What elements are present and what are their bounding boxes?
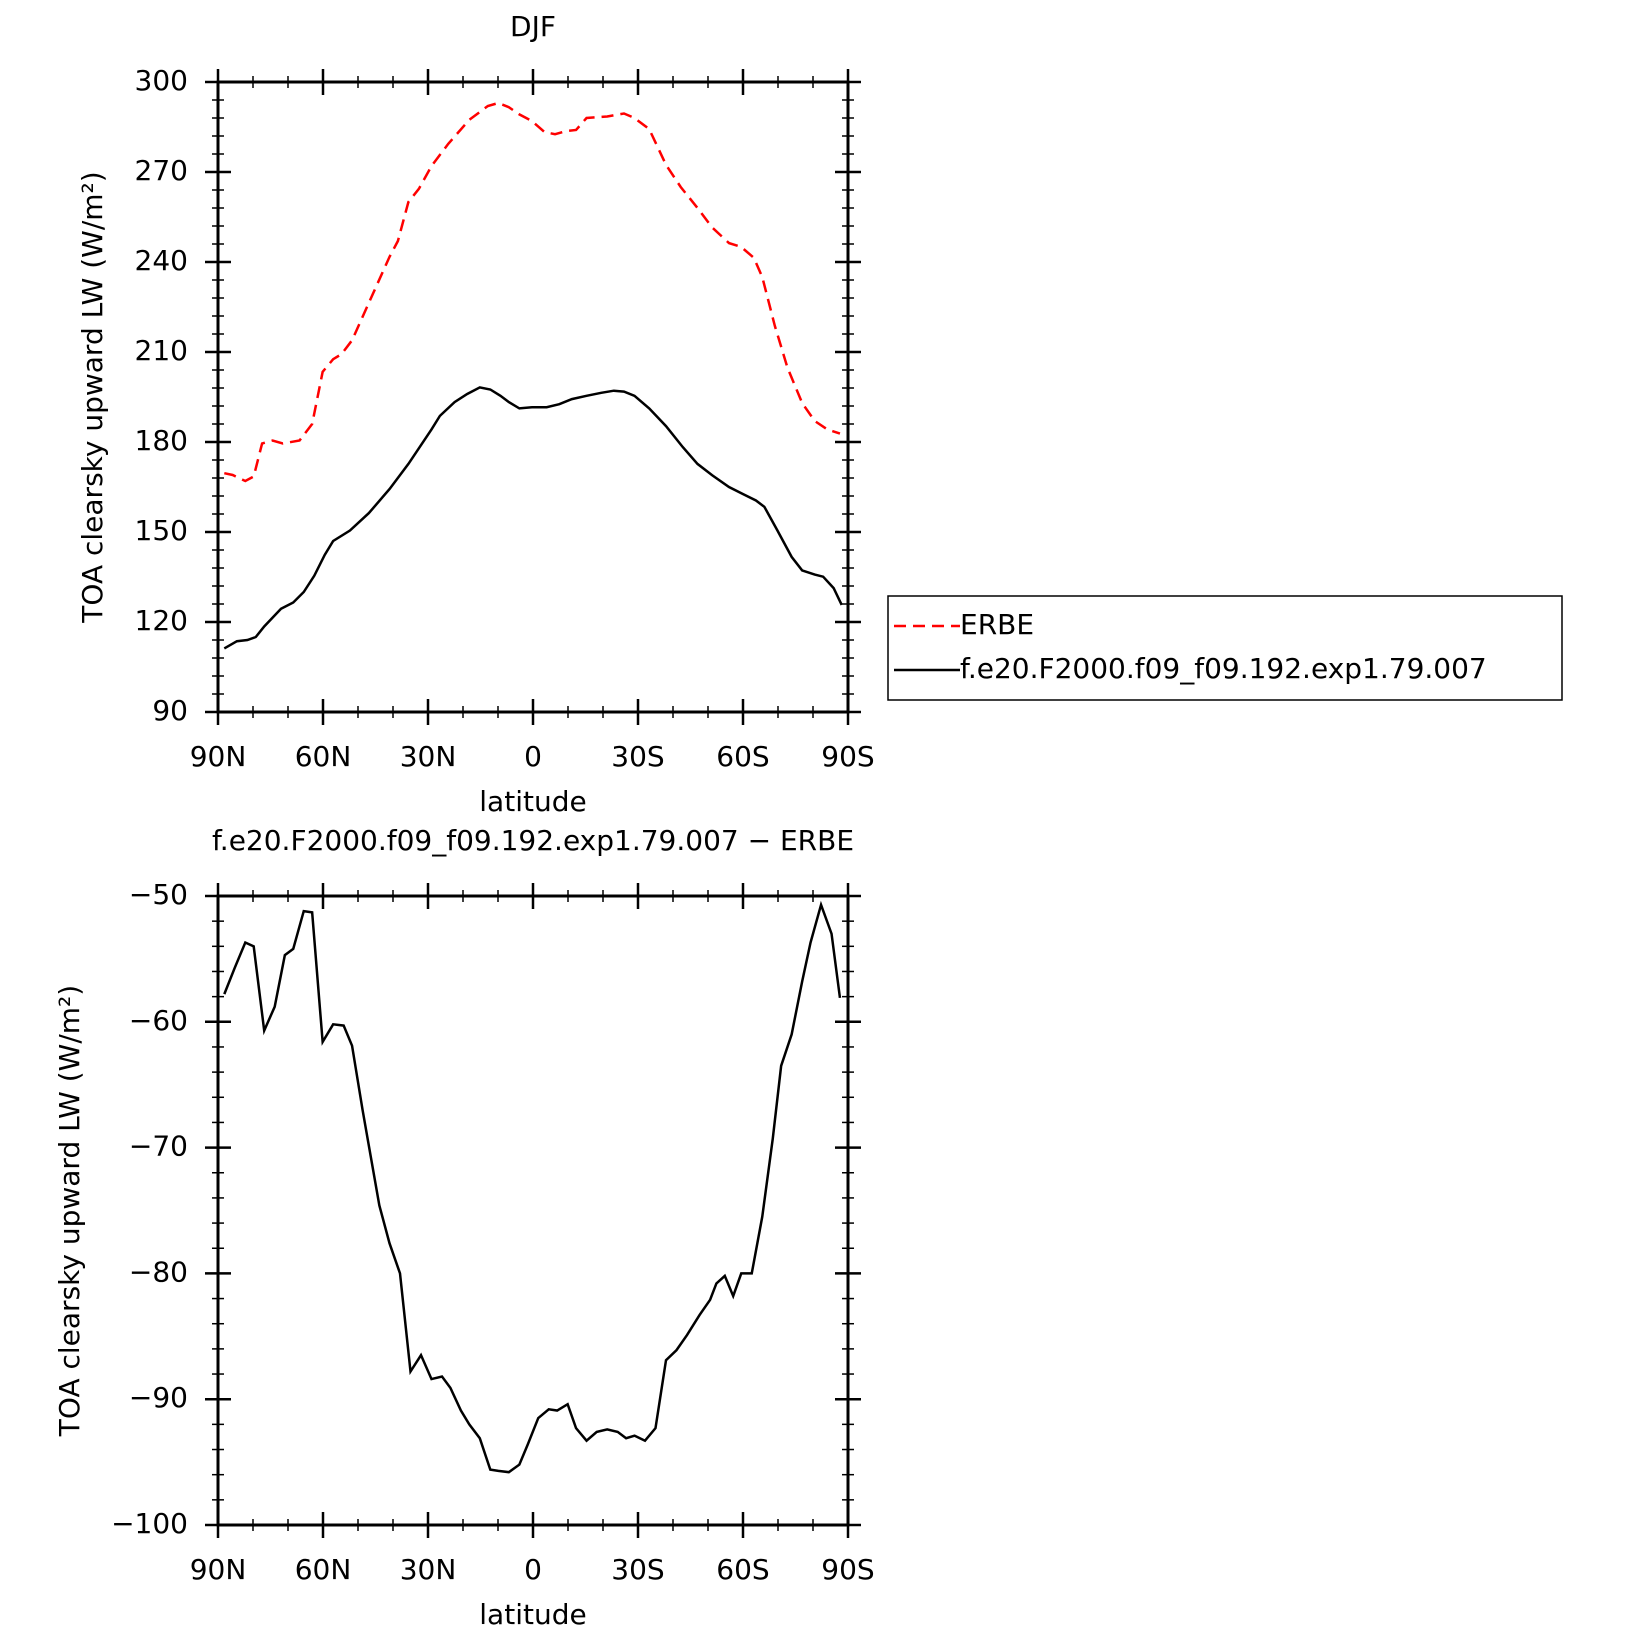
plot-frame <box>216 80 850 714</box>
y-tick-label: 180 <box>135 424 188 457</box>
x-tick-label: 90S <box>821 1553 874 1586</box>
y-tick-label: 240 <box>135 244 188 277</box>
y-tick-label: −70 <box>129 1130 188 1163</box>
x-tick-label: 30N <box>400 1553 457 1586</box>
x-tick-label: 60S <box>716 1553 769 1586</box>
y-tick-label: 300 <box>135 64 188 97</box>
y-tick-label: −80 <box>129 1255 188 1288</box>
y-axis-label: TOA clearsky upward LW (W/m²) <box>53 985 86 1437</box>
y-tick-label: −60 <box>129 1004 188 1037</box>
x-tick-label: 0 <box>524 740 542 773</box>
y-tick-label: 270 <box>135 154 188 187</box>
x-tick-label: 90N <box>190 740 247 773</box>
x-tick-label: 0 <box>524 1553 542 1586</box>
y-tick-label: −90 <box>129 1381 188 1414</box>
y-tick-label: −50 <box>129 878 188 911</box>
y-tick-label: 210 <box>135 334 188 367</box>
line-series <box>223 900 842 1474</box>
x-axis-label: latitude <box>479 785 586 818</box>
line-series <box>223 386 843 650</box>
x-tick-label: 60N <box>295 1553 352 1586</box>
y-tick-label: 90 <box>152 694 188 727</box>
chart-title: DJF <box>510 10 556 43</box>
legend-label: ERBE <box>960 608 1034 641</box>
legend-label: f.e20.F2000.f09_f09.192.exp1.79.007 <box>960 652 1487 685</box>
x-tick-label: 60S <box>716 740 769 773</box>
y-axis-label: TOA clearsky upward LW (W/m²) <box>76 171 109 623</box>
y-tick-label: 120 <box>135 604 188 637</box>
x-tick-label: 30N <box>400 740 457 773</box>
x-tick-label: 30S <box>611 1553 664 1586</box>
y-tick-label: 150 <box>135 514 188 547</box>
line-series <box>224 101 841 483</box>
plot-frame <box>216 894 850 1527</box>
x-tick-label: 60N <box>295 740 352 773</box>
x-tick-label: 90S <box>821 740 874 773</box>
legend-box <box>887 595 1563 701</box>
y-tick-label: −100 <box>111 1507 188 1540</box>
x-axis-label: latitude <box>479 1598 586 1630</box>
x-tick-label: 30S <box>611 740 664 773</box>
x-tick-label: 90N <box>190 1553 247 1586</box>
chart-title: f.e20.F2000.f09_f09.192.exp1.79.007 − ER… <box>212 824 854 857</box>
